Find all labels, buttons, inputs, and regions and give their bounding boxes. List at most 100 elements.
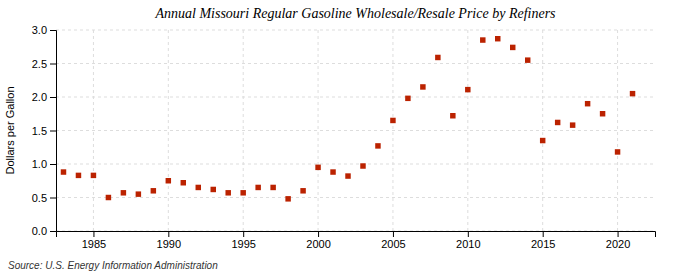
point: [630, 91, 635, 96]
tick-mark: [50, 164, 56, 165]
point: [450, 113, 455, 118]
point: [345, 173, 350, 178]
tick: 2000: [306, 231, 330, 250]
point: [420, 84, 425, 89]
tick-mark: [393, 231, 394, 237]
tick: 2.5: [32, 58, 56, 70]
tick-label: 1.5: [32, 125, 47, 137]
tick: 2.0: [32, 91, 56, 103]
points: [61, 36, 636, 202]
tick: 1.0: [32, 158, 56, 170]
chart: 1985 1990 1995 2000 2005 2010 2015 2020 0.0 0.5 1.…: [0, 0, 675, 275]
grid-line: [168, 30, 169, 231]
point: [375, 143, 380, 148]
point: [121, 190, 126, 195]
axis-line: [50, 31, 57, 232]
grid-line: [617, 30, 618, 231]
plot: 1985 1990 1995 2000 2005 2010 2015 2020 0.0 0.5 1.…: [32, 24, 656, 250]
point: [225, 190, 230, 195]
point: [510, 45, 515, 50]
point: [390, 118, 395, 123]
point: [166, 178, 171, 183]
tick-label: 3.0: [32, 24, 47, 36]
point: [106, 195, 111, 200]
tick-mark: [318, 231, 319, 237]
tick-mark: [50, 64, 56, 65]
point: [181, 180, 186, 185]
tick-label: 1995: [231, 238, 255, 250]
point: [91, 173, 96, 178]
point: [300, 188, 305, 193]
point: [540, 138, 545, 143]
point: [285, 196, 290, 201]
tick-label: 2005: [381, 238, 405, 250]
point: [465, 87, 470, 92]
point: [136, 191, 141, 196]
tick: 1985: [82, 231, 106, 250]
x-axis: 1985 1990 1995 2000 2005 2010 2015 2020: [57, 231, 656, 250]
grid-line: [318, 30, 319, 231]
tick-label: 0.0: [32, 225, 47, 237]
tick: 2020: [606, 231, 630, 250]
tick-mark: [243, 231, 244, 237]
tick: 2015: [531, 231, 555, 250]
point: [360, 163, 365, 168]
point: [76, 173, 81, 178]
point: [196, 185, 201, 190]
tick-label: 2015: [531, 238, 555, 250]
grid-line: [467, 30, 468, 231]
y-axis-label: Dollars per Gallon: [4, 86, 16, 174]
tick-label: 0.5: [32, 192, 47, 204]
tick: 1990: [157, 231, 181, 250]
point: [255, 185, 260, 190]
axis-line: [57, 232, 656, 238]
point: [405, 96, 410, 101]
tick-label: 1990: [157, 238, 181, 250]
tick-mark: [168, 231, 169, 237]
title: Annual Missouri Regular Gasoline Wholesa…: [154, 6, 556, 21]
tick: 3.0: [32, 24, 56, 36]
tick-mark: [93, 231, 94, 237]
grid-line: [56, 63, 655, 64]
grid-line: [56, 30, 655, 31]
point: [615, 149, 620, 154]
tick-label: 2.0: [32, 91, 47, 103]
point: [585, 101, 590, 106]
grid: [56, 30, 655, 231]
tick-mark: [50, 30, 56, 31]
grid-line: [56, 97, 655, 98]
point: [570, 122, 575, 127]
point: [270, 185, 275, 190]
tick-mark: [50, 231, 56, 232]
tick: 2005: [381, 231, 405, 250]
tick-mark: [618, 231, 619, 237]
tick-mark: [50, 131, 56, 132]
tick: 0.0: [32, 225, 56, 237]
tick: 1995: [231, 231, 255, 250]
tick-label: 1.0: [32, 158, 47, 170]
grid-line: [56, 197, 655, 198]
source: Source: U.S. Energy Information Administ…: [8, 260, 218, 271]
tick: 1.5: [32, 125, 56, 137]
y-axis: 0.0 0.5 1.0 1.5 2.0 2.5 3.0: [32, 24, 57, 237]
point: [435, 55, 440, 60]
tick-label: 2.5: [32, 58, 47, 70]
tick-mark: [468, 231, 469, 237]
tick-mark: [543, 231, 544, 237]
point: [330, 169, 335, 174]
tick-mark: [50, 97, 56, 98]
tick-label: 2010: [456, 238, 480, 250]
point: [555, 120, 560, 125]
point: [495, 36, 500, 41]
point: [525, 57, 530, 62]
point: [480, 37, 485, 42]
point: [151, 188, 156, 193]
point: [210, 187, 215, 192]
point: [61, 169, 66, 174]
tick-mark: [50, 198, 56, 199]
tick-label: 2000: [306, 238, 330, 250]
point: [315, 165, 320, 170]
tick-label: 1985: [82, 238, 106, 250]
grid-line: [56, 164, 655, 165]
grid-line: [56, 130, 655, 131]
